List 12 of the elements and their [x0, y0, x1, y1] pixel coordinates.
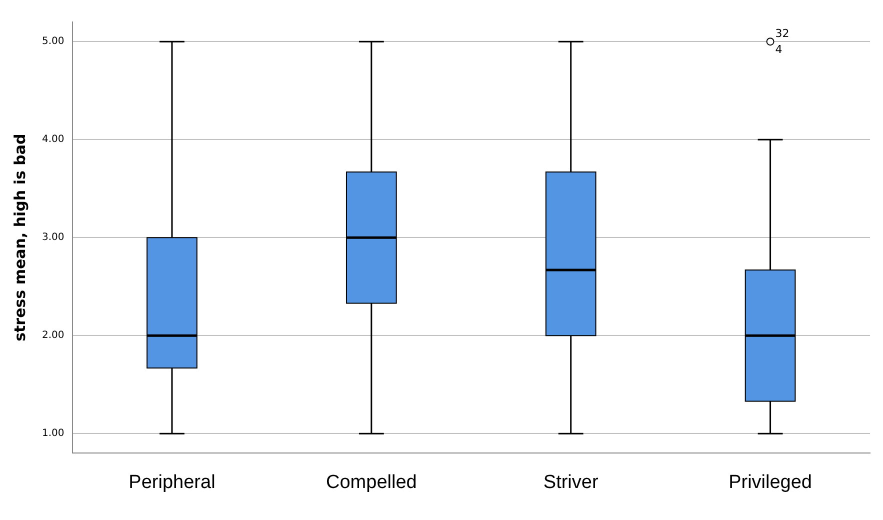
y-tick-label: 3.00	[42, 232, 64, 244]
annotation: 32	[775, 26, 790, 40]
y-tick-label: 2.00	[42, 330, 64, 342]
x-tick-label: Compelled	[326, 472, 417, 493]
y-axis-title: stress mean, high is bad	[10, 134, 29, 342]
x-tick-label: Peripheral	[128, 472, 216, 493]
annotation: 4	[775, 42, 782, 56]
y-tick-label: 1.00	[42, 428, 64, 440]
x-tick-label: Privileged	[728, 472, 812, 493]
y-tick-label: 4.00	[42, 134, 64, 146]
y-tick-label: 5.00	[42, 36, 64, 48]
x-tick-label: Striver	[543, 472, 599, 493]
